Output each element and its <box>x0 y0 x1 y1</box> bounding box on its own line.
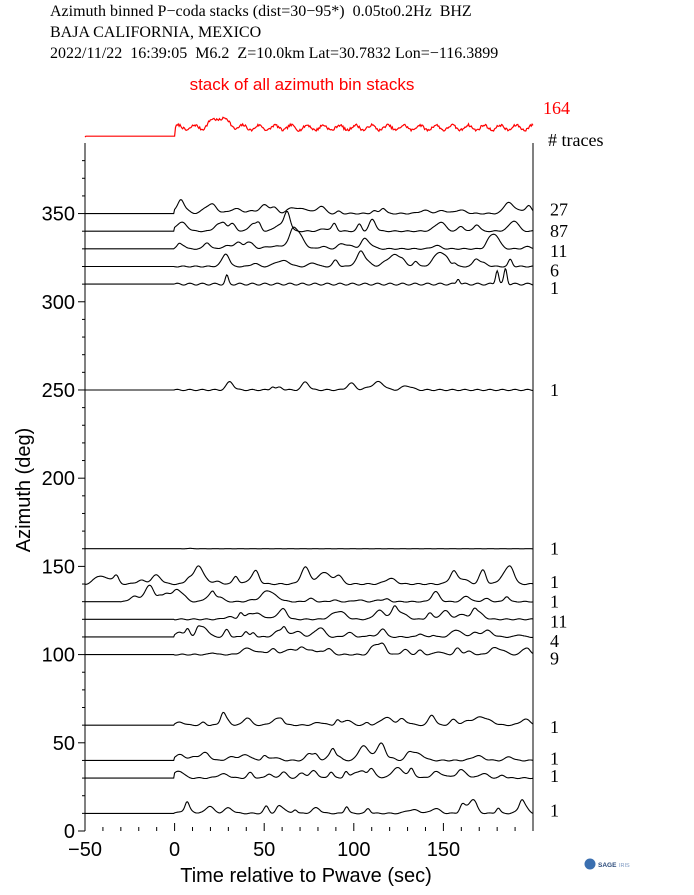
azimuth-trace-350 <box>85 198 534 215</box>
y-tick-label: 300 <box>42 292 75 314</box>
trace-count-110: 4 <box>550 631 559 651</box>
trace-count-10: 1 <box>550 800 559 820</box>
trace-count-30: 1 <box>550 766 559 786</box>
trace-count-320: 6 <box>550 261 559 281</box>
x-tick-label: 50 <box>253 839 275 861</box>
sage-logo: SAGE IRIS <box>584 858 630 870</box>
stack-trace-count: 164 <box>543 98 570 118</box>
azimuth-trace-250 <box>85 380 534 392</box>
azimuth-trace-330 <box>85 226 534 250</box>
plot-frame <box>84 143 534 831</box>
stack-title: stack of all azimuth bin stacks <box>190 75 415 94</box>
x-axis-label: Time relative to Pwave (sec) <box>180 865 432 887</box>
azimuth-trace-320 <box>85 250 534 268</box>
logo-globe-icon <box>584 858 596 870</box>
azimuth-trace-60 <box>85 711 534 727</box>
x-tick-label: −50 <box>68 839 102 861</box>
azimuth-trace-40 <box>85 742 534 762</box>
trace-count-340: 87 <box>550 221 568 241</box>
trace-count-330: 11 <box>550 241 567 261</box>
azimuth-trace-340 <box>85 210 533 233</box>
trace-count-100: 9 <box>550 649 559 669</box>
logo-subtext: IRIS <box>619 863 630 869</box>
trace-count-250: 1 <box>550 380 559 400</box>
y-tick-label: 350 <box>42 204 75 226</box>
x-tick-label: 0 <box>169 839 180 861</box>
stack-group: stack of all azimuth bin stacks 164 # tr… <box>84 75 603 150</box>
azimuth-trace-310 <box>85 267 534 286</box>
y-tick-label: 50 <box>53 733 75 755</box>
trace-count-120: 11 <box>550 611 567 631</box>
traces-count-label: # traces <box>548 130 603 150</box>
trace-count-140: 1 <box>550 572 559 592</box>
azimuth-trace-120 <box>85 605 534 621</box>
y-tick-label: 100 <box>42 645 75 667</box>
x-tick-label: 150 <box>427 839 460 861</box>
azimuth-trace-30 <box>85 766 534 780</box>
y-axis-label: Azimuth (deg) <box>13 428 35 553</box>
trace-count-160: 1 <box>550 539 559 559</box>
y-tick-label: 0 <box>64 821 75 843</box>
trace-count-350: 27 <box>550 200 568 220</box>
azimuth-trace-100 <box>85 642 534 656</box>
azimuth-trace-110 <box>85 625 533 638</box>
header-line-1: Azimuth binned P−coda stacks (dist=30−95… <box>50 3 472 20</box>
azimuth-trace-10 <box>85 798 534 815</box>
trace-count-310: 1 <box>550 278 559 298</box>
trace-count-130: 1 <box>550 592 559 612</box>
y-tick-label: 150 <box>42 556 75 578</box>
azimuth-traces <box>84 198 534 815</box>
header-line-3: 2022/11/22 16:39:05 M6.2 Z=10.0km Lat=30… <box>50 45 499 62</box>
azimuth-trace-140 <box>84 565 534 586</box>
logo-text: SAGE <box>598 862 617 869</box>
stack-line <box>84 116 534 138</box>
y-tick-label: 200 <box>42 468 75 490</box>
header-line-2: BAJA CALIFORNIA, MEXICO <box>50 24 262 41</box>
azimuth-trace-130 <box>85 584 534 603</box>
y-tick-label: 250 <box>42 380 75 402</box>
azimuth-trace-160 <box>85 547 533 550</box>
trace-count-60: 1 <box>550 717 559 737</box>
x-tick-label: 100 <box>337 839 370 861</box>
trace-count-40: 1 <box>550 748 559 768</box>
